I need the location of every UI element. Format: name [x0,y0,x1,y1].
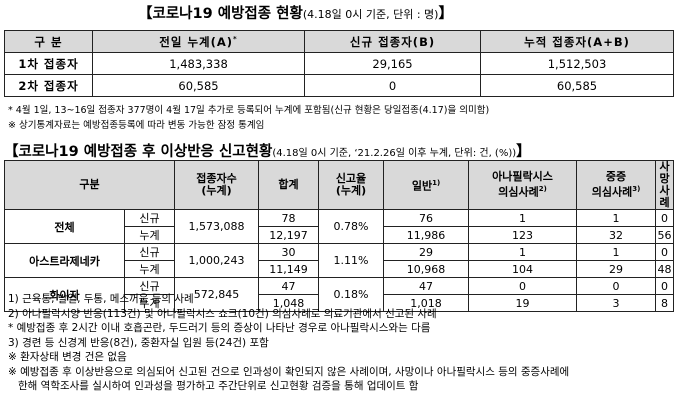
rate-value: 1.11% [318,243,384,278]
severe-value: 0 [576,277,656,295]
severe-value: 1 [576,209,656,227]
anaphylaxis-value: 123 [468,226,577,244]
row-label: 1차 접종자 [4,52,93,75]
header-sum: 합계 [258,160,319,210]
general-value: 11,986 [383,226,469,244]
header-vaccinated: 접종자수 (누계) [174,160,259,210]
general-value: 29 [383,243,469,261]
group-name: 아스트라제네카 [4,243,125,278]
anaphylaxis-value: 1 [468,209,577,227]
death-value: 48 [655,260,674,278]
general-value: 10,968 [383,260,469,278]
anaphylaxis-value: 19 [468,294,577,312]
header-prev-total: 전일 누계(A)* [92,30,305,53]
note-line: 1) 근육통, 발열, 두통, 메스꺼움 등의 사례 [8,293,194,305]
row-kind: 신규 [124,243,175,261]
death-value: 0 [655,243,674,261]
note-line: * 예방접종 후 2시간 이내 호흡곤란, 두드러기 등의 증상이 나타난 경우… [8,322,431,334]
death-value: 56 [655,226,674,244]
adverse-reaction-notes: 1) 근육통, 발열, 두통, 메스꺼움 등의 사례 2) 아나필락시양 반응(… [8,292,569,394]
cumulative-value: 60,585 [480,74,674,97]
new-value: 0 [304,74,481,97]
note-line: * 4월 1일, 13~16일 접종자 377명이 4월 17일 추가로 등록되… [8,105,490,116]
general-value: 76 [383,209,469,227]
sum-value: 12,197 [258,226,319,244]
vaccination-status-table: 구 분 전일 누계(A)* 신규 접종자(B) 누적 접종자(A+B) 1차 접… [4,30,674,97]
severe-value: 29 [576,260,656,278]
title-sub: (4.18일 0시 기준, ‘21.2.26일 이후 누계, 단위: 건, (%… [272,148,517,159]
header-category: 구 분 [4,30,93,53]
note-line: 한해 역학조사를 실시하여 인과성을 평가하고 주간단위로 신고현황 검증을 통… [8,380,419,392]
table-row: 아스트라제네카 신규 1,000,243 30 1.11% 29 1 1 0 [4,243,674,278]
note-line: ※ 환자상태 변경 건은 없음 [8,351,127,363]
table-header-row: 구분 접종자수 (누계) 합계 신고율 (누계) 일반1) 아나필락시스 의심사… [4,160,674,210]
table-row: 누계 1,048 1,018 19 3 8 [5,294,674,312]
group-name: 전체 [4,209,125,244]
header-new: 신규 접종자(B) [304,30,481,53]
sum-value: 78 [258,209,319,227]
vaccinated-value: 572,845 [174,277,259,312]
row-label: 2차 접종자 [4,74,93,97]
row-kind: 누계 [124,294,175,312]
anaphylaxis-value: 1 [468,243,577,261]
header-rate: 신고율 (누계) [318,160,384,210]
title-sub: (4.18일 0시 기준, 단위 : 명) [302,8,439,21]
death-value: 0 [655,209,674,227]
table-row: 1차 접종자 1,483,338 29,165 1,512,503 [4,52,674,75]
prev-total-value: 1,483,338 [92,52,305,75]
row-kind: 신규 [124,277,175,295]
row-kind: 누계 [124,260,175,278]
title-close-bracket: 】 [516,144,531,160]
sum-value: 1,048 [258,294,319,312]
note-line: 2) 아나필락시양 반응(113건) 및 아나필락시스 쇼크(10건) 의심사례… [8,307,437,320]
rate-value: 0.18% [318,277,384,312]
prev-total-value: 60,585 [92,74,305,97]
header-general: 일반1) [383,160,469,210]
table-header-row: 구 분 전일 누계(A)* 신규 접종자(B) 누적 접종자(A+B) [4,30,674,53]
header-death: 사망사례 [655,160,674,210]
table-row: 전체 신규 1,573,088 78 0.78% 76 1 1 0 [4,209,674,244]
sum-value: 30 [258,243,319,261]
death-value: 8 [655,294,674,312]
cumulative-value: 1,512,503 [480,52,674,75]
note-line: 3) 경련 등 신경계 반응(8건), 중환자실 입원 등(24건) 포함 [8,336,269,349]
sum-value: 11,149 [258,260,319,278]
severe-value: 32 [576,226,656,244]
new-value: 29,165 [304,52,481,75]
title-main: 【코로나19 예방접종 후 이상반응 신고현황 [4,144,273,160]
general-value: 1,018 [383,294,469,312]
death-value: 0 [655,277,674,295]
title-main: 【코로나19 예방접종 현황 [138,6,303,22]
adverse-reaction-table: 구분 접종자수 (누계) 합계 신고율 (누계) 일반1) 아나필락시스 의심사… [4,160,674,312]
note-line: ※ 예방접종 후 이상반응으로 의심되어 신고된 건으로 인과성이 확인되지 않… [8,365,570,378]
title-close-bracket: 】 [438,6,453,22]
adverse-reaction-title: 【코로나19 예방접종 후 이상반응 신고현황(4.18일 0시 기준, ‘21… [4,140,531,161]
row-kind: 누계 [124,226,175,244]
vaccination-notes: * 4월 1일, 13~16일 접종자 377명이 4월 17일 추가로 등록되… [8,103,489,133]
header-cumulative: 누적 접종자(A+B) [480,30,674,53]
rate-value: 0.78% [318,209,384,244]
anaphylaxis-value: 104 [468,260,577,278]
header-anaphylaxis: 아나필락시스 의심사례2) [468,160,577,210]
severe-value: 1 [576,243,656,261]
note-line: ※ 상기통계자료는 예방접종등록에 따라 변동 가능한 잠정 통계임 [8,120,265,131]
row-kind: 신규 [124,209,175,227]
vaccination-status-title: 【코로나19 예방접종 현황(4.18일 0시 기준, 단위 : 명)】 [138,2,453,23]
group-name: 화이자 [4,277,125,312]
vaccinated-value: 1,573,088 [174,209,259,244]
header-severe: 중증 의심사례3) [576,160,656,210]
table-row: 누계 11,149 10,968 104 29 48 [5,260,674,278]
header-group: 구분 [4,160,175,210]
vaccinated-value: 1,000,243 [174,243,259,278]
severe-value: 3 [576,294,656,312]
table-row: 2차 접종자 60,585 0 60,585 [4,74,674,97]
